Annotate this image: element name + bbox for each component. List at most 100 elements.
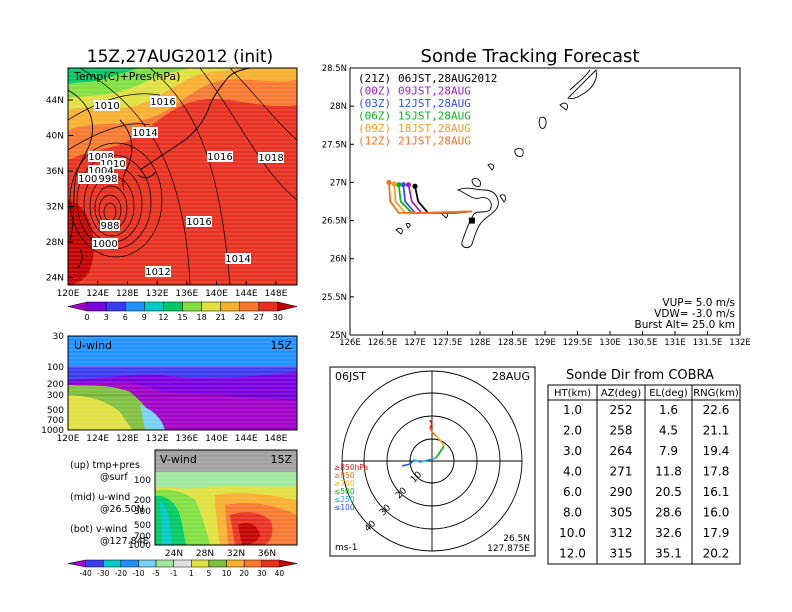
u-x-tick-label: 120E bbox=[57, 434, 80, 444]
colorbar-label: 15 bbox=[177, 313, 187, 322]
u-x-tick-label: 124E bbox=[86, 434, 109, 444]
lat-tick-label: 27.5N bbox=[322, 140, 347, 150]
lon-tick-label: 124E bbox=[86, 289, 109, 299]
colorbar-swatch bbox=[105, 301, 126, 312]
legend-code: (00Z) bbox=[358, 85, 391, 98]
svg-text:1004: 1004 bbox=[88, 166, 113, 177]
colorbar-label: 10 bbox=[222, 569, 232, 578]
v-y-tick-label: 200 bbox=[134, 496, 151, 506]
colorbar-swatch bbox=[277, 301, 298, 312]
lon-tick-label: 140E bbox=[205, 289, 228, 299]
svg-text:1014: 1014 bbox=[132, 128, 157, 139]
colorbar-label: -20 bbox=[115, 569, 127, 578]
legend-code: (06Z) bbox=[358, 110, 391, 123]
v-y-tick-label: 100 bbox=[134, 476, 151, 486]
colorbar-swatch bbox=[173, 559, 192, 568]
table-cell: 32.6 bbox=[655, 526, 682, 540]
lon-tick-label: 120E bbox=[57, 289, 80, 299]
lat-tick-label: 24N bbox=[46, 274, 64, 284]
lat-tick-label: 25N bbox=[330, 331, 347, 341]
lat-tick-label: 28N bbox=[46, 238, 64, 248]
colorbar-swatch bbox=[125, 301, 145, 312]
colorbar-swatch bbox=[226, 559, 245, 568]
table-cell: 4.0 bbox=[563, 465, 582, 479]
isobar-label: 1018 bbox=[258, 152, 284, 164]
table-cell: 4.5 bbox=[659, 424, 678, 438]
u-panel-label: U-wind bbox=[74, 339, 112, 352]
note-line: (mid) u-wind bbox=[70, 492, 130, 503]
note-line: @26.50N bbox=[100, 504, 144, 515]
panel-notes: (up) tmp+pres @surf (mid) u-wind @26.50N… bbox=[70, 460, 149, 547]
table-cell: 305 bbox=[610, 506, 633, 520]
svg-text:1012: 1012 bbox=[145, 267, 170, 278]
sonde-table: Sonde Dir from COBRA HT(km) AZ(deg) EL(deg… bbox=[547, 368, 741, 565]
lat-tick-label: 44N bbox=[46, 96, 64, 106]
colorbar-swatch bbox=[155, 559, 174, 568]
svg-text:1010: 1010 bbox=[94, 101, 119, 112]
lon-tick-label: 128.5E bbox=[498, 338, 528, 348]
colorbar-label: 6 bbox=[123, 313, 128, 322]
lon-tick-label: 130.5E bbox=[628, 338, 658, 348]
isobar-label: 1016 bbox=[207, 151, 233, 163]
v-panel-time: 15Z bbox=[270, 453, 292, 466]
table-header: HT(km) bbox=[554, 388, 591, 399]
lat-tick-label: 27N bbox=[330, 178, 347, 188]
colorbar-label: 5 bbox=[207, 569, 212, 578]
table-cell: 17.8 bbox=[703, 465, 730, 479]
table-cell: 11.8 bbox=[655, 465, 682, 479]
table-header: RNG(km) bbox=[693, 388, 739, 399]
lat-tick-label: 28.5N bbox=[322, 64, 347, 74]
lon-tick-label: 128E bbox=[469, 338, 491, 348]
lon-tick-label: 127.5E bbox=[433, 338, 463, 348]
lat-tick-label: 36N bbox=[46, 167, 64, 177]
colorbar-swatch bbox=[243, 559, 263, 568]
sonde-params: VUP= 5.0 m/s VDW= -3.0 m/s Burst Alt= 25… bbox=[635, 297, 735, 331]
table-cell: 12.0 bbox=[559, 547, 586, 561]
table-cell: 20.2 bbox=[703, 547, 730, 561]
polar-panel: 10 20 30 40 06JST 28AUG ms-1 26.5N 127.8… bbox=[329, 366, 536, 557]
u-y-tick-label: 300 bbox=[47, 391, 64, 401]
table-cell: 271 bbox=[610, 465, 633, 479]
lat-tick-label: 25.5N bbox=[322, 293, 347, 303]
launch-point-marker bbox=[468, 217, 475, 224]
colorbar-label: -40 bbox=[79, 569, 91, 578]
table-cell: 21.1 bbox=[703, 424, 730, 438]
svg-text:1000: 1000 bbox=[92, 239, 117, 250]
colorbar-swatch bbox=[261, 559, 280, 568]
polar-date-label: 28AUG bbox=[492, 370, 530, 383]
isobar-label: 1000 bbox=[78, 173, 104, 185]
table-cell: 312 bbox=[610, 526, 633, 540]
param-vup: VUP= 5.0 m/s bbox=[662, 297, 735, 309]
colorbar-label: 1 bbox=[189, 569, 194, 578]
track-lines bbox=[386, 179, 475, 224]
table-border bbox=[547, 384, 741, 565]
table-cell: 17.9 bbox=[703, 526, 730, 540]
colorbar-swatch bbox=[201, 301, 221, 312]
colorbar-label: 18 bbox=[196, 313, 206, 322]
v-y-tick-label: 500 bbox=[134, 521, 151, 531]
colorbar-swatch bbox=[182, 301, 202, 312]
isobar-label: 1008 bbox=[88, 151, 114, 163]
colorbar-label: -10 bbox=[132, 569, 144, 578]
main-title: Sonde Tracking Forecast bbox=[421, 46, 640, 67]
track-end-point bbox=[400, 182, 406, 188]
track-line bbox=[388, 182, 472, 214]
note-line: @surf bbox=[100, 472, 128, 483]
u-panel-time: 15Z bbox=[270, 339, 292, 352]
lon-tick-label: 127E bbox=[404, 338, 426, 348]
colorbar-swatch bbox=[85, 559, 104, 568]
colorbar-label: 0 bbox=[85, 313, 90, 322]
table-cell: 252 bbox=[610, 403, 633, 417]
lon-tick-label: 131.5E bbox=[693, 338, 723, 348]
table-cell: 1.0 bbox=[563, 403, 582, 417]
table-cell: 35.1 bbox=[655, 547, 682, 561]
lon-tick-label: 131E bbox=[664, 338, 686, 348]
colorbar-swatch bbox=[102, 559, 122, 568]
track-end-point bbox=[412, 183, 418, 189]
colorbar-swatch bbox=[138, 559, 157, 568]
v-x-tick-label: 36N bbox=[258, 549, 276, 559]
colorbar-label: 24 bbox=[235, 313, 245, 322]
polar-units: ms-1 bbox=[335, 543, 357, 553]
polar-coords-lon: 127.875E bbox=[487, 544, 530, 554]
